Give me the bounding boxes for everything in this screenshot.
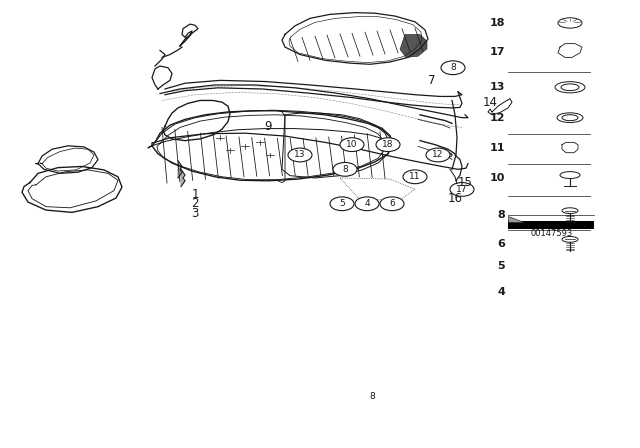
Text: 18: 18 (490, 18, 505, 28)
Text: 10: 10 (346, 140, 358, 149)
Text: 17: 17 (456, 185, 468, 194)
Polygon shape (400, 34, 427, 57)
Text: 8: 8 (342, 165, 348, 174)
Circle shape (355, 197, 379, 211)
Text: 17: 17 (490, 47, 505, 56)
Text: 8: 8 (369, 392, 375, 401)
Text: 5: 5 (339, 199, 345, 208)
Text: 6: 6 (497, 239, 505, 249)
Text: 5: 5 (497, 261, 505, 271)
Text: 8: 8 (450, 63, 456, 72)
Circle shape (450, 182, 474, 196)
Text: 3: 3 (191, 207, 198, 220)
Text: 11: 11 (409, 172, 420, 181)
Text: 12: 12 (490, 113, 505, 123)
Text: 4: 4 (497, 287, 505, 297)
Circle shape (444, 153, 452, 157)
Circle shape (288, 148, 312, 162)
Circle shape (441, 61, 465, 75)
Text: 13: 13 (294, 151, 306, 159)
FancyBboxPatch shape (508, 221, 594, 229)
Text: 16: 16 (447, 192, 463, 205)
Text: 00147593: 00147593 (531, 228, 573, 237)
Text: 14: 14 (483, 96, 497, 109)
Text: 9: 9 (264, 120, 272, 133)
Circle shape (330, 197, 354, 211)
Text: 8: 8 (497, 210, 505, 220)
Text: 4: 4 (364, 199, 370, 208)
Polygon shape (181, 169, 185, 186)
Circle shape (376, 138, 400, 151)
Polygon shape (178, 161, 182, 178)
Text: 12: 12 (432, 151, 444, 159)
Circle shape (380, 197, 404, 211)
Text: 1: 1 (191, 188, 199, 201)
Circle shape (361, 390, 383, 402)
Text: 13: 13 (490, 82, 505, 92)
Circle shape (426, 148, 450, 162)
Circle shape (333, 163, 357, 176)
Text: 7: 7 (428, 74, 436, 87)
Text: 11: 11 (490, 143, 505, 153)
Text: 15: 15 (458, 176, 472, 189)
Circle shape (403, 170, 427, 184)
Text: 18: 18 (382, 140, 394, 149)
Circle shape (340, 138, 364, 151)
Text: 2: 2 (191, 197, 199, 210)
Text: 10: 10 (490, 173, 505, 183)
Polygon shape (508, 216, 524, 222)
Text: 6: 6 (389, 199, 395, 208)
